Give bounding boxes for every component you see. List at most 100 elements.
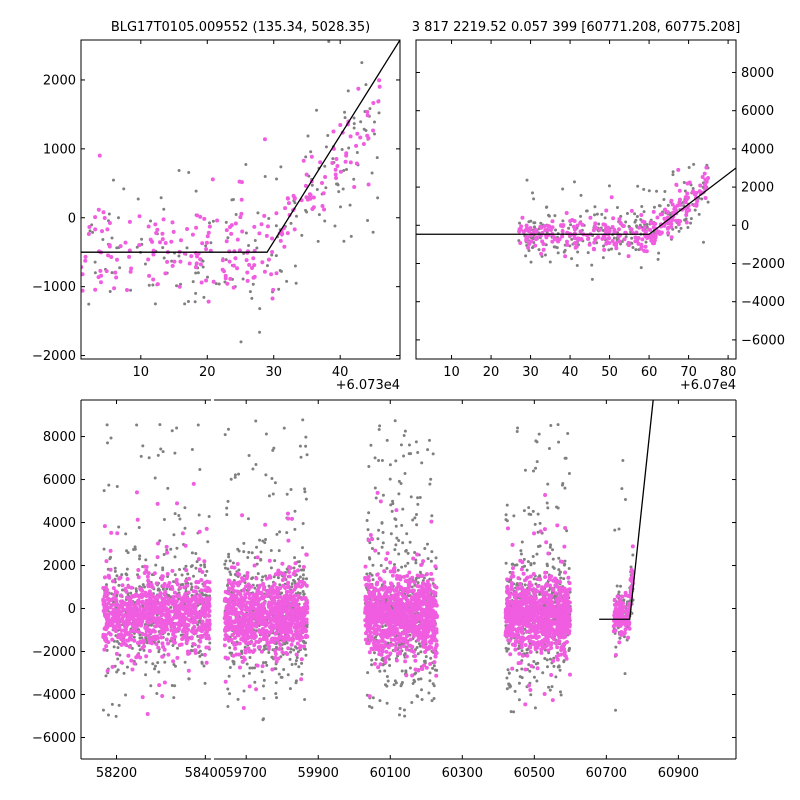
data-point [229, 231, 234, 236]
data-point [595, 235, 600, 240]
data-point [172, 626, 177, 631]
data-point [197, 529, 202, 534]
data-point [299, 657, 304, 662]
data-point [531, 191, 534, 195]
data-point [419, 650, 423, 654]
data-point [285, 196, 290, 201]
data-point [102, 575, 107, 580]
data-point [420, 698, 424, 702]
data-point [226, 604, 231, 609]
data-point [227, 674, 231, 678]
data-point [240, 229, 245, 234]
data-point [155, 227, 160, 232]
data-point [185, 226, 190, 231]
data-point [418, 570, 422, 574]
data-point [285, 279, 289, 283]
data-point [373, 132, 376, 136]
data-point [184, 564, 188, 568]
data-point [342, 239, 346, 243]
data-point [277, 647, 282, 652]
data-point [572, 180, 576, 184]
data-point [179, 612, 184, 617]
data-point [554, 675, 558, 679]
data-point [535, 552, 539, 556]
data-point [117, 525, 121, 529]
data-point [402, 708, 406, 712]
data-point [87, 225, 92, 230]
data-point [259, 649, 264, 654]
data-point [689, 217, 693, 221]
data-point [429, 559, 433, 563]
data-point [110, 664, 115, 669]
data-point [190, 585, 194, 589]
data-point [402, 454, 406, 458]
data-point [181, 627, 186, 632]
data-point [250, 296, 254, 300]
data-point [372, 120, 376, 124]
data-point [129, 633, 134, 638]
data-point [125, 665, 129, 669]
data-point [593, 221, 598, 226]
data-point [165, 584, 170, 589]
data-point [539, 221, 543, 225]
data-point [273, 652, 278, 657]
data-point [315, 108, 319, 112]
data-point [356, 86, 361, 91]
data-point [527, 512, 531, 516]
data-point [545, 665, 549, 669]
data-point [593, 213, 597, 217]
data-point [118, 599, 123, 604]
data-point [367, 556, 371, 560]
data-point [258, 538, 262, 542]
data-point [562, 577, 566, 581]
data-point [370, 663, 374, 667]
data-point [124, 693, 128, 697]
data-point [165, 600, 170, 605]
data-point [228, 276, 233, 281]
x-offset-label: +6.073e4 [336, 378, 400, 393]
data-point [293, 580, 297, 584]
data-point [371, 578, 375, 582]
data-point [251, 650, 256, 655]
data-point [424, 655, 428, 659]
data-point [122, 187, 126, 191]
data-point [239, 340, 243, 344]
data-point [689, 221, 693, 225]
data-point [360, 61, 364, 65]
data-point [261, 575, 265, 579]
data-point [220, 258, 225, 263]
y-tick-label: −6000 [741, 333, 785, 348]
data-point [643, 244, 648, 249]
data-point [292, 625, 297, 630]
data-point [248, 666, 252, 670]
data-point [397, 713, 401, 717]
data-point [166, 613, 171, 618]
y-tick-label: −2000 [32, 349, 76, 364]
data-point [543, 656, 547, 660]
data-point [303, 635, 308, 640]
data-point [153, 664, 157, 668]
data-point [93, 227, 98, 232]
data-point [365, 519, 369, 522]
data-point [184, 568, 189, 573]
data-point [685, 191, 690, 196]
data-point [274, 681, 278, 685]
data-point [116, 657, 120, 661]
data-point [227, 552, 231, 556]
data-point [189, 565, 193, 569]
data-point [162, 581, 167, 586]
data-point [366, 528, 370, 532]
data-point [93, 271, 97, 275]
data-point [140, 237, 144, 241]
data-point [534, 229, 539, 234]
data-point [561, 219, 565, 223]
data-point [217, 282, 221, 286]
data-point [414, 513, 418, 516]
data-point [262, 269, 267, 274]
data-point [370, 658, 374, 662]
data-point [298, 628, 303, 633]
data-point [166, 632, 170, 636]
data-point [166, 652, 171, 657]
data-point [687, 208, 692, 213]
data-point [159, 447, 163, 451]
